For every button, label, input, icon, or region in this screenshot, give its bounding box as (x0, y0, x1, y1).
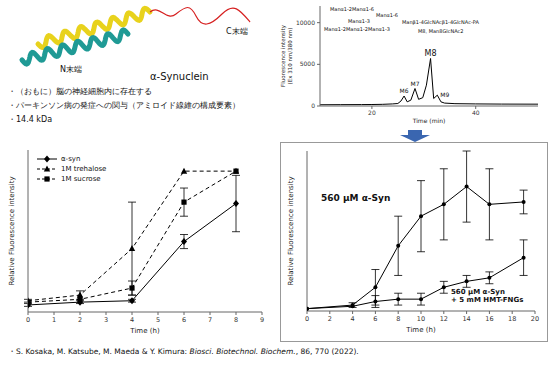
html-text:1M trehalose: 1M trehalose (61, 165, 107, 173)
svg-text:12: 12 (440, 315, 448, 323)
svg-text:0: 0 (26, 316, 30, 324)
svg-text:4: 4 (351, 315, 355, 323)
svg-text:0: 0 (305, 315, 309, 323)
svg-text:6: 6 (182, 316, 186, 324)
html-text:1M sucrose: 1M sucrose (61, 175, 101, 183)
svg-text:40: 40 (472, 109, 480, 116)
svg-text:2: 2 (78, 316, 82, 324)
svg-text:9: 9 (260, 316, 264, 324)
svg-text:4: 4 (130, 316, 134, 324)
svg-text:M6: M6 (400, 87, 409, 94)
svg-text:Fluorescence intensity(Ex 310: Fluorescence intensity(Ex 310 nm/380 nm) (280, 24, 293, 87)
svg-text:C末端: C末端 (226, 27, 248, 36)
svg-text:20: 20 (368, 109, 376, 116)
svg-text:8: 8 (234, 316, 238, 324)
svg-text:M9: M9 (440, 91, 449, 98)
svg-text:Relative Fluorescence intensit: Relative Fluorescence intensity (287, 176, 295, 285)
svg-text:5000: 5000 (300, 60, 315, 67)
svg-text:Time (min): Time (min) (412, 117, 446, 124)
html-text:α-syn: α-syn (61, 155, 81, 163)
html-text:+ 5 mM HMT-FNGs: + 5 mM HMT-FNGs (451, 296, 524, 304)
html-text:Manβ1-4GlcNAcβ1-4GlcNAc-PA: Manβ1-4GlcNAcβ1-4GlcNAc-PA (402, 19, 479, 25)
svg-text:5: 5 (156, 316, 160, 324)
html-text:・（おもに）脳の神経細胞内に存在する: ・（おもに）脳の神経細胞内に存在する (8, 87, 152, 96)
svg-text:Time (h): Time (h) (405, 326, 436, 334)
svg-text:6: 6 (373, 315, 377, 323)
html-text:Manα1-2Manα1-6: Manα1-2Manα1-6 (330, 6, 374, 12)
svg-text:20: 20 (531, 315, 539, 323)
svg-text:N末端: N末端 (60, 65, 82, 74)
html-text:560 μM α-Syn: 560 μM α-Syn (451, 288, 505, 296)
svg-text:α-Synuclein: α-Synuclein (150, 71, 209, 82)
svg-text:10000: 10000 (296, 19, 315, 26)
svg-text:1: 1 (52, 316, 56, 324)
html-text:・14.4 kDa: ・14.4 kDa (8, 115, 53, 124)
svg-text:7: 7 (208, 316, 212, 324)
html-text:・S. Kosaka, M. Katsube, M. Mae: ・S. Kosaka, M. Katsube, M. Maeda & Y. Ki… (8, 347, 359, 356)
html-text:・パーキンソン病の発症への関与（アミロイド線維の構成要素）: ・パーキンソン病の発症への関与（アミロイド線維の構成要素） (8, 101, 240, 110)
svg-text:Relative Fluorescence intensit: Relative Fluorescence intensity (8, 176, 16, 285)
svg-text:M7: M7 (410, 80, 419, 87)
svg-text:14: 14 (462, 315, 470, 323)
html-text:M8, Man8GlcNAc2: M8, Man8GlcNAc2 (418, 28, 464, 34)
html-text:Manα1-2Manα1-2Manα1-3: Manα1-2Manα1-2Manα1-3 (324, 26, 390, 32)
svg-text:8: 8 (396, 315, 400, 323)
svg-text:16: 16 (485, 315, 493, 323)
svg-text:Time (h): Time (h) (129, 327, 160, 335)
html-text:Manα1-6: Manα1-6 (376, 12, 398, 18)
html-text:Manα1-3: Manα1-3 (348, 18, 370, 24)
svg-text:0: 0 (311, 102, 315, 109)
svg-text:2: 2 (328, 315, 332, 323)
svg-text:3: 3 (104, 316, 108, 324)
svg-text:10: 10 (417, 315, 425, 323)
svg-text:M8: M8 (425, 49, 437, 58)
svg-text:18: 18 (508, 315, 516, 323)
html-text:560 μM α-Syn: 560 μM α-Syn (321, 193, 391, 203)
